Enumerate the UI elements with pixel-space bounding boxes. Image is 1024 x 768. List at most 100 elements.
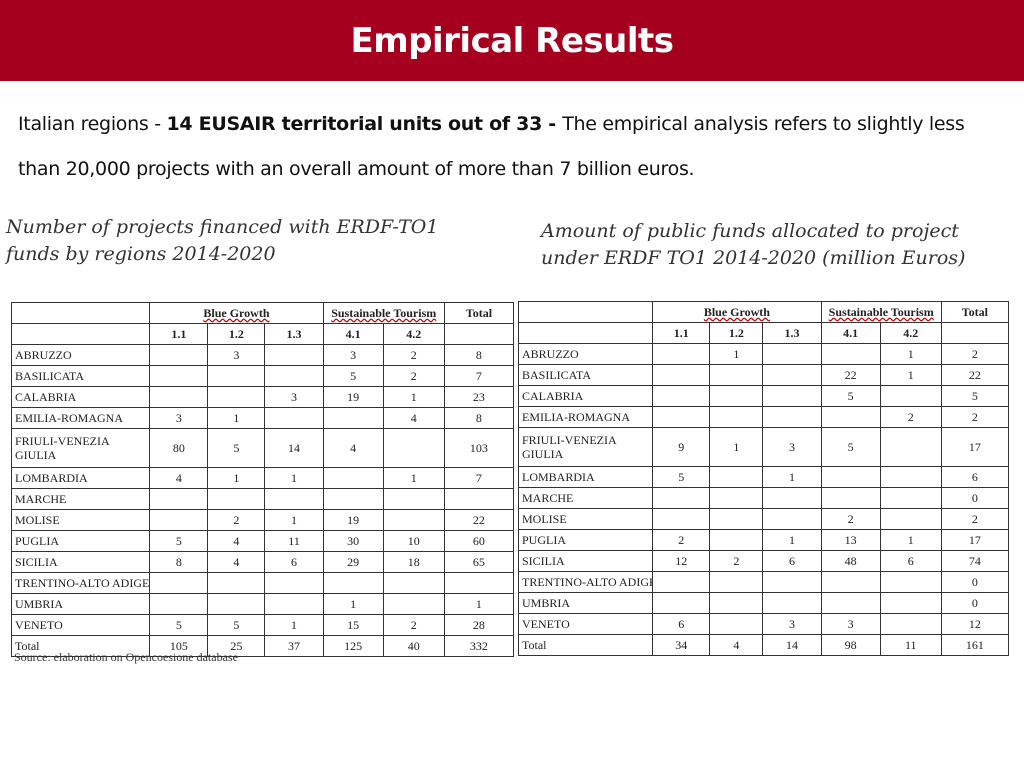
table-row: VENETO 5 5 1 15 2 28 (10, 614, 515, 636)
region-cell: ABRUZZO (10, 344, 151, 366)
header-blue-growth: Blue Growth (652, 301, 822, 323)
table-row: EMILIA-ROMAGNA 2 2 (517, 406, 1010, 428)
value-cell: 19 (322, 386, 384, 408)
left-table-caption: Number of projects financed with ERDF-TO… (6, 216, 439, 265)
value-cell (149, 365, 209, 387)
value-cell: 4 (382, 407, 445, 429)
value-cell (762, 487, 822, 509)
value-cell (322, 488, 384, 510)
value-cell: 8 (443, 407, 515, 429)
region-cell: PUGLIA (10, 530, 151, 552)
value-cell: 1 (264, 614, 324, 636)
value-cell: 3 (207, 344, 266, 366)
intro-paragraph: Italian regions - 14 EUSAIR territorial … (18, 102, 1008, 192)
value-cell: 2 (652, 529, 711, 551)
value-cell: 7 (443, 365, 515, 387)
header-empty-cell (10, 302, 151, 324)
value-cell (879, 466, 942, 488)
value-cell: 2 (879, 406, 942, 428)
value-cell (149, 344, 209, 366)
value-cell (820, 571, 881, 593)
value-cell (382, 509, 445, 531)
value-cell: 0 (940, 487, 1010, 509)
value-cell (879, 508, 942, 530)
value-cell: 2 (940, 508, 1010, 530)
header-empty-cell (517, 301, 654, 323)
value-cell: 30 (322, 530, 384, 552)
table-row: LOMBARDIA 4 1 1 1 7 (10, 467, 515, 489)
value-cell: 23 (443, 386, 515, 408)
value-cell: 161 (940, 634, 1010, 656)
value-cell (879, 487, 942, 509)
subheader-empty-cell (10, 323, 151, 345)
intro-text-1: Italian regions - (18, 113, 167, 135)
value-cell: 5 (207, 428, 266, 468)
title-bar: Empirical Results (0, 0, 1024, 81)
value-cell: 25 (207, 635, 266, 657)
region-cell: BASILICATA (10, 365, 151, 387)
table-row: FRIULI-VENEZIA GIULIA 9 1 3 5 17 (517, 427, 1010, 467)
value-cell: 80 (149, 428, 209, 468)
value-cell: 1 (264, 509, 324, 531)
region-cell: EMILIA-ROMAGNA (517, 406, 654, 428)
region-cell: CALABRIA (517, 385, 654, 407)
header-sustainable-tourism: Sustainable Tourism (820, 301, 942, 323)
value-cell: 10 (382, 530, 445, 552)
subheader-cell: 1.3 (762, 322, 822, 344)
value-cell: 4 (709, 634, 764, 656)
value-cell (709, 487, 764, 509)
value-cell: 2 (382, 614, 445, 636)
table-row: EMILIA-ROMAGNA 3 1 4 8 (10, 407, 515, 429)
region-cell: MOLISE (517, 508, 654, 530)
value-cell (207, 593, 266, 615)
value-cell: 22 (443, 509, 515, 531)
value-cell (207, 365, 266, 387)
value-cell: 6 (762, 550, 822, 572)
value-cell (443, 488, 515, 510)
value-cell (820, 343, 881, 365)
value-cell: 6 (652, 613, 711, 635)
value-cell: 3 (322, 344, 384, 366)
intro-bold-text: 14 EUSAIR territorial units out of 33 - (166, 113, 563, 135)
table-row: PUGLIA 2 1 13 1 17 (517, 529, 1010, 551)
value-cell: 5 (149, 614, 209, 636)
region-cell: LOMBARDIA (517, 466, 654, 488)
header-blue-growth-label: Blue Growth (703, 305, 770, 319)
table-row: FRIULI-VENEZIA GIULIA 80 5 14 4 103 (10, 428, 515, 468)
value-cell: 3 (762, 427, 822, 467)
subheader-row: 1.1 1.2 1.3 4.1 4.2 (517, 322, 1010, 344)
value-cell: 3 (820, 613, 881, 635)
table-row: VENETO 6 3 3 12 (517, 613, 1010, 635)
value-cell: 1 (207, 407, 266, 429)
value-cell: 8 (149, 551, 209, 573)
value-cell (652, 385, 711, 407)
value-cell (149, 386, 209, 408)
value-cell: 1 (382, 386, 445, 408)
region-cell: VENETO (10, 614, 151, 636)
region-cell: PUGLIA (517, 529, 654, 551)
value-cell: 22 (940, 364, 1010, 386)
value-cell (264, 593, 324, 615)
value-cell (709, 364, 764, 386)
value-cell: 2 (207, 509, 266, 531)
value-cell (322, 572, 384, 594)
header-blue-growth: Blue Growth (149, 302, 324, 324)
value-cell: 17 (940, 427, 1010, 467)
table-row: LOMBARDIA 5 1 6 (517, 466, 1010, 488)
region-cell: MARCHE (517, 487, 654, 509)
value-cell: 2 (820, 508, 881, 530)
value-cell: 1 (709, 343, 764, 365)
region-cell: BASILICATA (517, 364, 654, 386)
region-cell: LOMBARDIA (10, 467, 151, 489)
value-cell (322, 467, 384, 489)
value-cell: 65 (443, 551, 515, 573)
header-row: Blue Growth Sustainable Tourism Total (10, 302, 515, 324)
value-cell: 1 (879, 529, 942, 551)
table-row: TRENTINO-ALTO ADIGE (10, 572, 515, 594)
value-cell: 1 (443, 593, 515, 615)
header-sustainable-tourism-label: Sustainable Tourism (331, 306, 437, 320)
value-cell (820, 592, 881, 614)
value-cell (879, 385, 942, 407)
right-table-caption: Amount of public funds allocated to proj… (541, 220, 966, 269)
source-note: Source: elaboration on Opencoesione data… (14, 650, 238, 664)
